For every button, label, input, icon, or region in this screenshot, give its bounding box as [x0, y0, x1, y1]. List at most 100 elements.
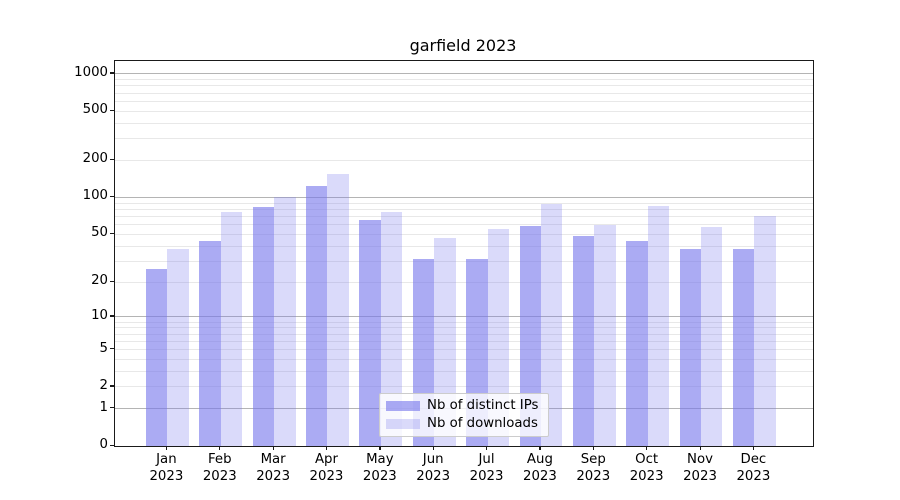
gridline-minor [115, 340, 813, 342]
x-tick-mark [165, 446, 168, 450]
bar-apr-downloads [327, 173, 349, 446]
legend-swatch-distinct-ips [386, 401, 420, 411]
legend-swatch-downloads [386, 419, 420, 429]
bar-nov-distinct-ips [679, 248, 701, 446]
y-tick-mark [110, 232, 114, 234]
x-tick-label-nov: Nov 2023 [683, 452, 717, 484]
y-tick-label-2: 2 [99, 377, 108, 393]
gridline-minor [115, 233, 813, 235]
gridline-minor [115, 370, 813, 372]
x-tick-label-sep: Sep 2023 [576, 452, 611, 484]
bar-dec-downloads [754, 216, 776, 446]
gridline-minor [115, 358, 813, 360]
bar-sep-distinct-ips [572, 236, 595, 446]
bar-feb-distinct-ips [199, 241, 221, 446]
bar-sep-downloads [594, 224, 616, 446]
x-tick-mark [272, 446, 274, 450]
x-tick-label-mar: Mar 2023 [256, 452, 291, 484]
legend-label-downloads: Nb of downloads [427, 416, 538, 431]
gridline-minor [115, 245, 813, 247]
gridline-minor [115, 327, 813, 329]
bar-oct-distinct-ips [626, 241, 648, 446]
gridline-minor [115, 122, 813, 124]
gridline-minor [115, 224, 813, 226]
gridline-minor [115, 85, 813, 87]
gridline-minor [115, 386, 813, 388]
y-tick-mark [110, 109, 114, 111]
gridline-major [115, 196, 813, 198]
gridline-minor [115, 138, 813, 140]
bar-dec-distinct-ips [732, 248, 755, 446]
x-tick-label-dec: Dec 2023 [736, 452, 771, 484]
x-tick-label-aug: Aug 2023 [522, 452, 557, 484]
gridline-minor [115, 281, 813, 283]
bar-jan-downloads [167, 248, 189, 446]
bar-may-distinct-ips [359, 220, 381, 446]
y-tick-mark [110, 348, 114, 350]
gridline-minor [115, 79, 813, 81]
gridline-major [115, 316, 813, 318]
bar-apr-distinct-ips [306, 185, 328, 446]
x-tick-label-may: May 2023 [362, 452, 397, 484]
x-tick-mark [486, 446, 488, 450]
y-tick-mark [110, 72, 114, 74]
y-tick-label-50: 50 [91, 225, 108, 241]
gridline-minor [115, 110, 813, 112]
gridline-minor [115, 215, 813, 217]
y-tick-mark [110, 315, 114, 317]
y-tick-label-100: 100 [82, 188, 108, 204]
x-tick-mark [539, 446, 541, 450]
y-tick-label-5: 5 [99, 340, 108, 356]
x-tick-label-jan: Jan 2023 [149, 452, 184, 484]
bar-jan-distinct-ips [146, 268, 168, 446]
bar-mar-distinct-ips [252, 207, 275, 446]
legend-entry-downloads: Nb of downloads [386, 416, 538, 432]
x-tick-label-feb: Feb 2023 [202, 452, 237, 484]
y-tick-label-10: 10 [91, 307, 108, 323]
x-tick-mark [379, 446, 381, 450]
x-tick-label-jun: Jun 2023 [416, 452, 451, 484]
gridline-minor [115, 100, 813, 102]
gridline-major [115, 73, 813, 75]
gridline-minor [115, 208, 813, 210]
bar-aug-distinct-ips [519, 226, 541, 446]
y-tick-label-200: 200 [82, 151, 108, 167]
x-tick-label-jul: Jul 2023 [469, 452, 504, 484]
x-tick-mark [432, 446, 434, 450]
x-tick-mark [592, 446, 594, 450]
gridline-minor [115, 260, 813, 262]
y-tick-label-20: 20 [91, 273, 108, 289]
legend-label-distinct-ips: Nb of distinct IPs [427, 398, 539, 413]
gridline-minor [115, 159, 813, 161]
x-tick-mark [752, 446, 755, 450]
gridline-minor [115, 92, 813, 94]
bar-aug-downloads [540, 203, 563, 446]
x-tick-mark [325, 446, 328, 450]
x-tick-label-apr: Apr 2023 [309, 452, 344, 484]
gridline-minor [115, 202, 813, 204]
legend-entry-distinct-ips: Nb of distinct IPs [386, 398, 538, 414]
y-tick-mark [110, 280, 114, 282]
y-tick-mark [110, 385, 114, 387]
gridline-minor [115, 321, 813, 323]
chart-title: garfield 2023 [409, 36, 517, 55]
bar-mar-downloads [274, 197, 296, 446]
x-tick-label-oct: Oct 2023 [629, 452, 664, 484]
y-tick-mark [110, 158, 114, 161]
gridline-minor [115, 349, 813, 350]
plot-area: Nb of distinct IPs Nb of downloads [114, 60, 814, 447]
legend: Nb of distinct IPs Nb of downloads [379, 393, 550, 437]
x-tick-mark [219, 446, 221, 450]
x-tick-mark [699, 446, 701, 450]
bar-may-downloads [380, 212, 403, 446]
y-tick-label-500: 500 [82, 102, 108, 118]
bar-jul-downloads [487, 229, 509, 446]
y-tick-label-1000: 1000 [74, 64, 108, 80]
bar-nov-downloads [701, 227, 723, 446]
bar-oct-downloads [647, 206, 670, 446]
y-tick-mark [110, 444, 114, 446]
y-tick-label-1: 1 [99, 399, 108, 415]
y-tick-mark [110, 195, 114, 198]
y-tick-label-0: 0 [99, 437, 108, 452]
